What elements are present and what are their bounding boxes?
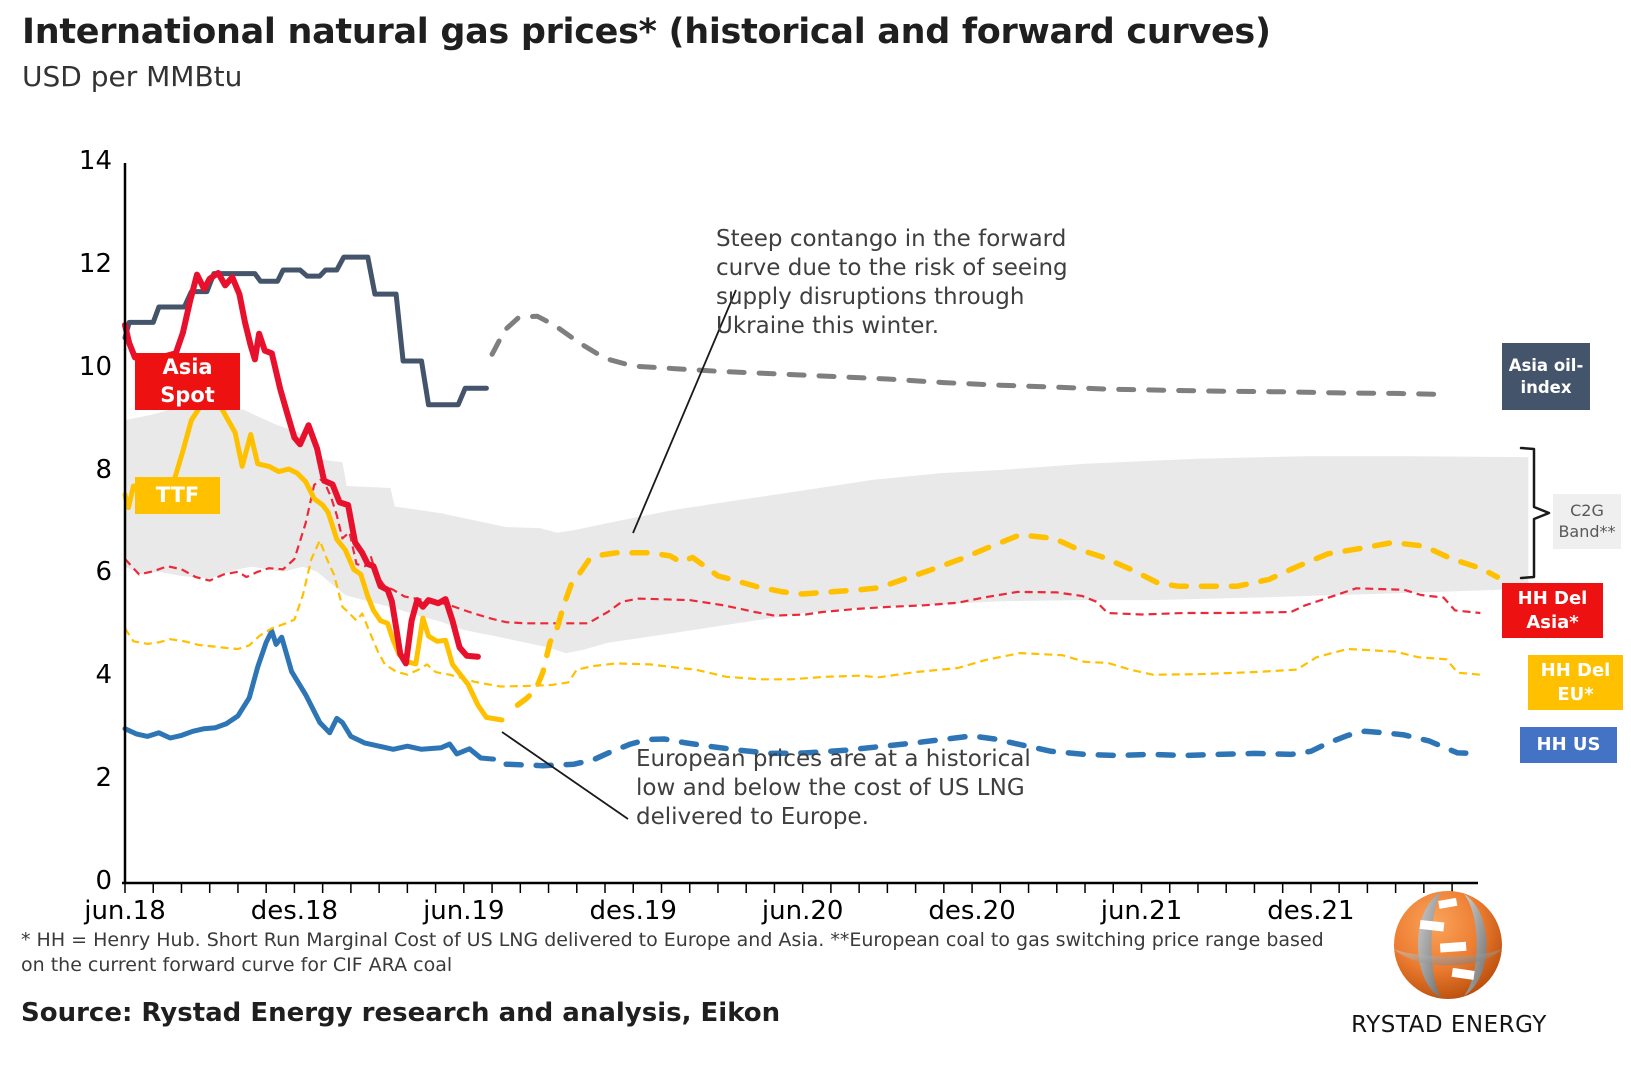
y-tick-label: 2 <box>95 763 112 794</box>
annotation-european: European prices are at a historical low … <box>636 746 1031 830</box>
y-tick-label: 6 <box>95 557 112 588</box>
page-subtitle: USD per MMBtu <box>22 60 243 93</box>
rystad-logo-text: RYSTAD ENERGY <box>1351 1012 1547 1038</box>
series-line-asia-spot <box>122 270 481 667</box>
x-tick-label: des.21 <box>1267 896 1355 926</box>
x-tick-label: jun.18 <box>84 896 166 926</box>
series-line-hh-del-eu <box>124 539 1481 688</box>
series-label-hh-us: HH US <box>1520 727 1617 763</box>
x-tick-label: jun.20 <box>761 896 844 926</box>
series-line-ttf-fwd <box>514 532 1501 708</box>
series-label-hh-del-asia: HH Del Asia* <box>1502 583 1603 638</box>
series-line-asia-oil-index-fwd <box>489 313 1444 397</box>
x-tick-label: des.20 <box>928 896 1016 926</box>
series-line-hh-del-asia <box>124 477 1481 625</box>
x-tick-label: des.18 <box>250 896 339 926</box>
c2g-band-area <box>125 406 1529 654</box>
page-title: International natural gas prices* (histo… <box>22 12 1271 52</box>
y-tick-label: 4 <box>95 660 112 691</box>
source-line: Source: Rystad Energy research and analy… <box>21 998 781 1028</box>
y-tick-label: 14 <box>78 145 112 176</box>
series-label-c2g-band: C2G Band** <box>1553 494 1621 549</box>
c2g-band-bracket <box>1519 446 1551 580</box>
y-tick-label: 8 <box>95 454 112 485</box>
series-label-ttf: TTF <box>135 477 220 514</box>
y-tick-label: 10 <box>78 351 112 382</box>
series-label-asia-spot: Asia Spot <box>135 353 240 410</box>
x-tick-label: jun.19 <box>423 896 505 926</box>
data-series-layer <box>122 254 1529 769</box>
series-line-asia-oil-index-hist <box>122 254 489 408</box>
x-tick-label: des.19 <box>589 896 677 926</box>
series-line-ttf-hist <box>122 402 505 723</box>
footnote: * HH = Henry Hub. Short Run Marginal Cos… <box>21 929 1324 976</box>
rystad-globe-logo <box>1394 891 1502 999</box>
y-tick-label: 0 <box>95 866 112 896</box>
x-tick-label: jun.21 <box>1100 896 1183 926</box>
series-label-asia-oil-index: Asia oil-index <box>1502 343 1590 410</box>
annotation-contango: Steep contango in the forward curve due … <box>716 226 1068 339</box>
contango-pointer-line <box>632 289 737 534</box>
series-line-hh-us-fwd <box>503 728 1484 769</box>
y-tick-label: 12 <box>78 248 112 279</box>
series-label-hh-del-eu: HH Del EU* <box>1528 655 1623 710</box>
axes-layer <box>122 162 1478 893</box>
series-line-hh-us-hist <box>122 628 496 762</box>
european-pointer-line <box>501 731 629 820</box>
